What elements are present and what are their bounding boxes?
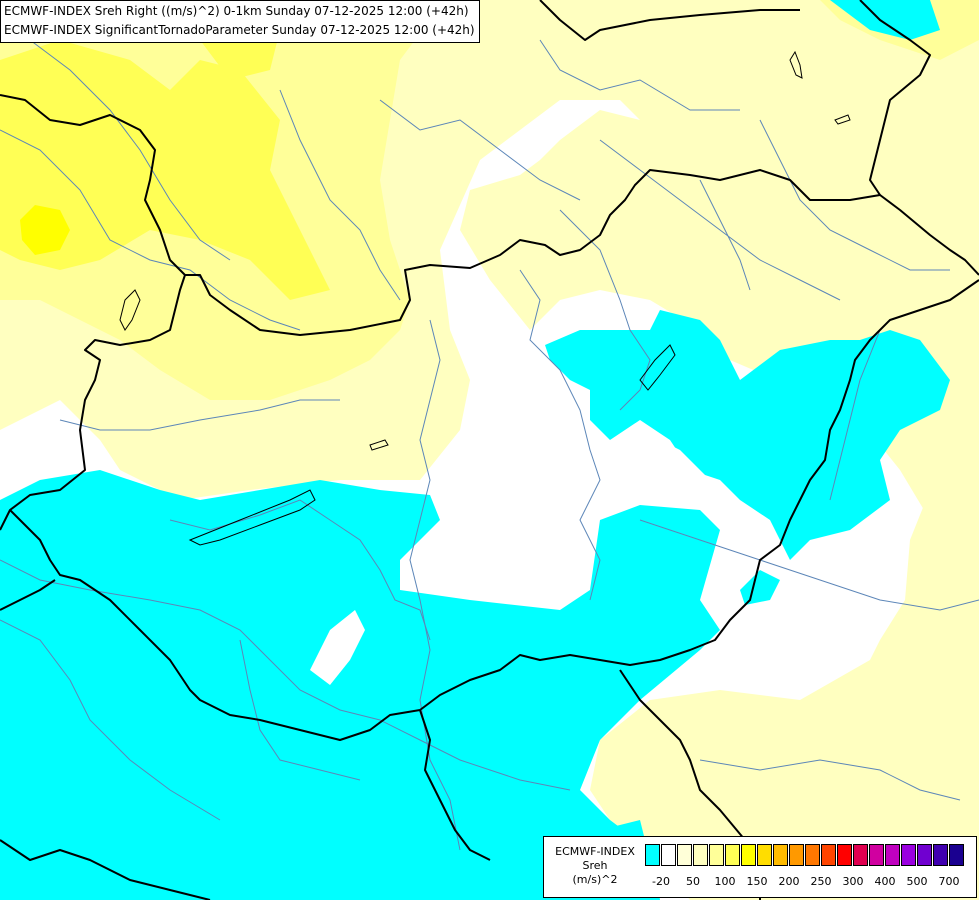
river-line [759,119,950,271]
sreh-bright-yellow-core [20,205,70,255]
legend-swatch [853,844,868,866]
river-line [0,129,301,331]
legend-swatch [661,844,676,866]
legend-tick-label: 500 [906,875,928,888]
river-line [829,329,881,501]
legend-tick-label: 400 [874,875,896,888]
legend-swatch [645,844,660,866]
legend-swatch [693,844,708,866]
legend-tick-label: -20 [652,875,670,888]
legend-tick-label: 50 [686,875,700,888]
map-title-line-1: ECMWF-INDEX Sreh Right ((m/s)^2) 0-1km S… [4,4,469,18]
legend-tick-label: 150 [746,875,768,888]
lake-outline [834,114,851,125]
lakes [119,50,851,546]
border-line [859,0,931,196]
river-line [699,179,751,291]
legend-title: ECMWF-INDEX Sreh (m/s)^2 [547,845,643,887]
legend-swatch [837,844,852,866]
legend-swatch [869,844,884,866]
legend-ticks: -20 50 100 150 200 250 300 400 500 700 [645,875,975,889]
map-title-box: ECMWF-INDEX Sreh Right ((m/s)^2) 0-1km S… [0,0,480,43]
legend-swatch [805,844,820,866]
border-line [0,94,979,336]
sreh-white-pocket [310,610,365,685]
border-line [0,274,186,531]
lake-outline [369,439,389,451]
lake-outline [188,489,316,546]
river-line [59,399,340,431]
lake-outline [789,50,803,79]
sreh-cyan-field-southwest [0,470,720,900]
legend-swatch [789,844,804,866]
lake-outline [119,289,141,331]
legend-swatch [885,844,900,866]
river-line [699,759,961,801]
river-line [559,209,651,411]
river-line [29,39,231,261]
legend-swatch [917,844,932,866]
river-line [639,519,979,611]
legend-swatch [709,844,724,866]
river-line [599,139,841,301]
legend-tick-label: 300 [842,875,864,888]
sreh-pale-yellow-field-south [590,630,979,900]
lake-outline [639,344,676,391]
border-line [0,839,211,900]
border-line [539,0,800,41]
legend-swatch [901,844,916,866]
legend-swatch [677,844,692,866]
legend-title-line-1: ECMWF-INDEX [555,845,635,858]
sreh-yellow-field [0,40,330,300]
sreh-white-pocket-central [600,430,720,505]
river-line [239,639,361,781]
legend-tick-label: 250 [810,875,832,888]
river-line [409,319,461,851]
river-line [539,39,740,111]
sreh-cyan-field-east [830,0,940,40]
legend-tick-label: 200 [778,875,800,888]
legend-swatch [741,844,756,866]
legend-swatches [645,844,965,866]
river-line [0,619,221,821]
legend-swatch [933,844,948,866]
legend-swatch [725,844,740,866]
border-line [419,709,491,861]
river-line [379,99,581,201]
map-title-line-2: ECMWF-INDEX SignificantTornadoParameter … [4,23,475,37]
legend-title-line-3: (m/s)^2 [572,873,618,886]
legend-tick-label: 700 [938,875,960,888]
color-legend: ECMWF-INDEX Sreh (m/s)^2 -20 50 100 150 200 2… [543,836,977,898]
river-line [0,559,571,791]
legend-tick-label: 100 [714,875,736,888]
river-line [519,269,601,601]
legend-swatch [757,844,772,866]
rivers [0,39,979,851]
border-line [0,579,56,611]
sreh-pale-yellow-field-east [870,470,979,660]
border-line [9,279,979,741]
legend-swatch [773,844,788,866]
legend-swatch [949,844,964,866]
legend-swatch [821,844,836,866]
legend-title-line-2: Sreh [582,859,608,872]
river-line [279,89,401,301]
